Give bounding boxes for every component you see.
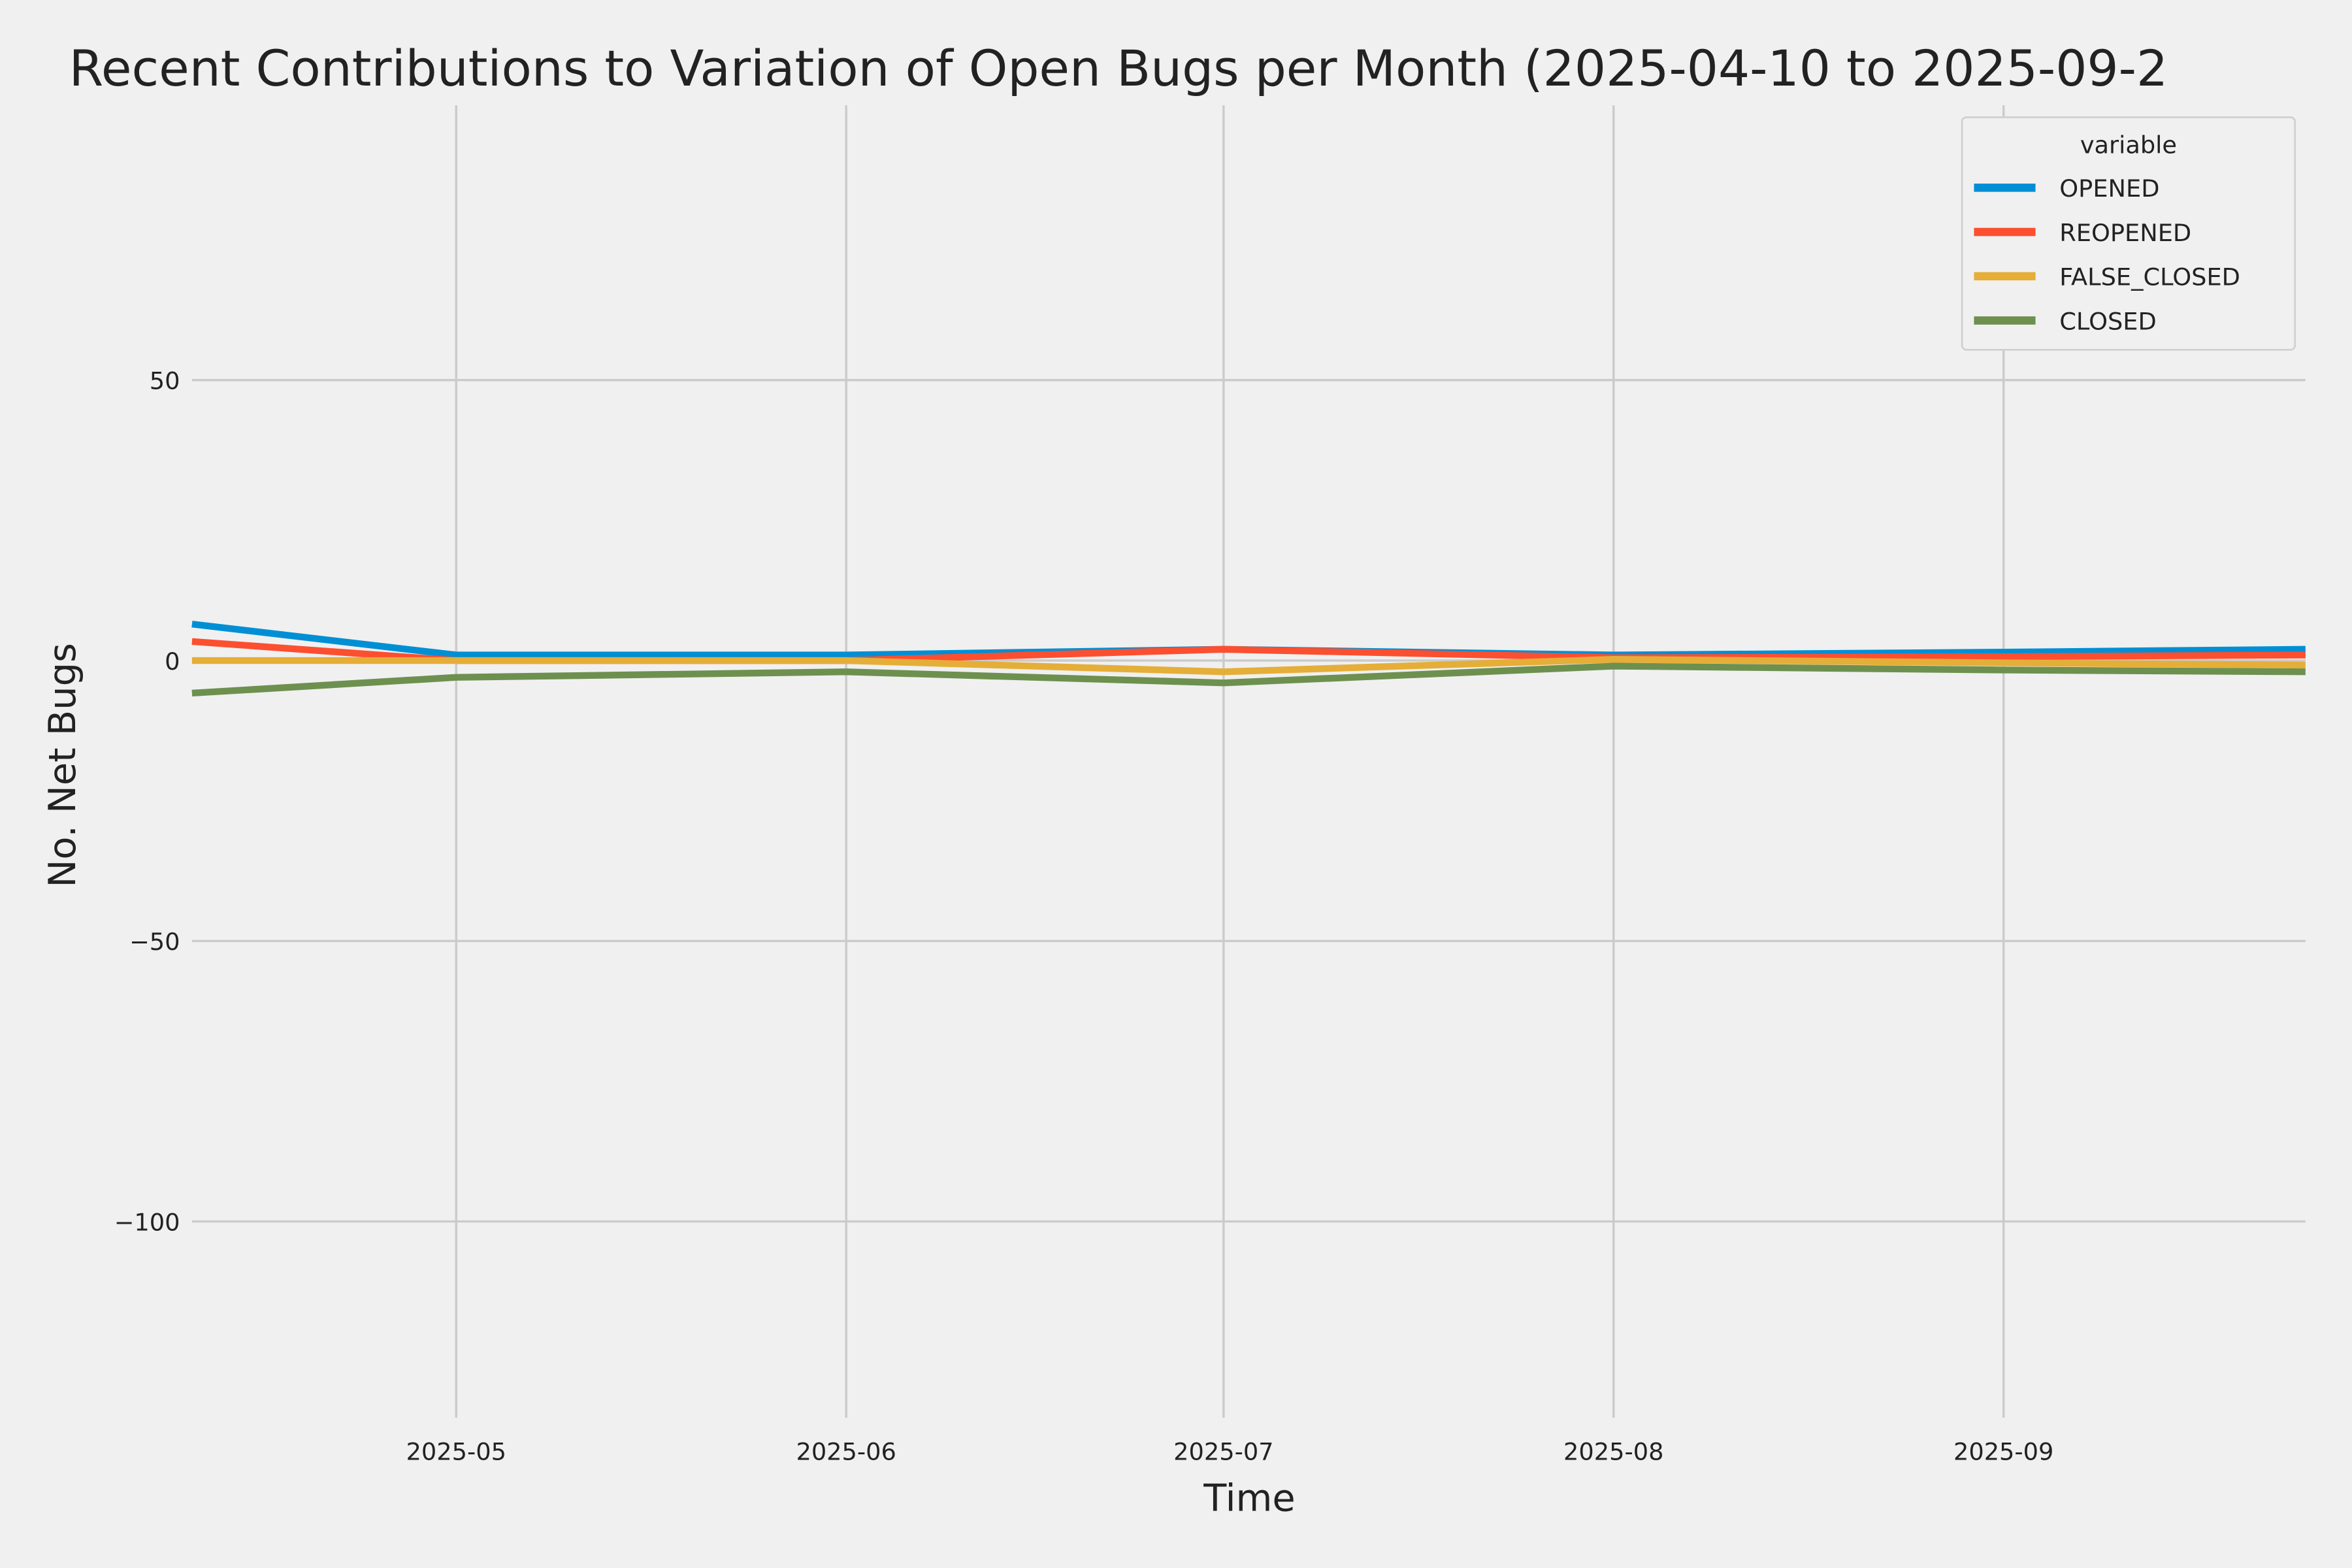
y-tick-label: −50 xyxy=(129,928,180,956)
x-tick-label: 2025-09 xyxy=(1953,1437,2053,1465)
series-line-false-closed xyxy=(191,656,2306,676)
legend-label: OPENED xyxy=(2059,174,2159,203)
series-line-closed xyxy=(191,662,2306,697)
legend-box xyxy=(1961,116,2296,351)
y-tick-label: 50 xyxy=(150,367,180,395)
chart-title: Recent Contributions to Variation of Ope… xyxy=(69,40,2168,97)
y-tick-label: 0 xyxy=(165,647,180,676)
y-axis-label: No. Net Bugs xyxy=(41,643,84,887)
series-lines xyxy=(191,621,2306,697)
x-tick-label: 2025-08 xyxy=(1563,1437,1663,1465)
x-tick-label: 2025-07 xyxy=(1173,1437,1273,1465)
x-tick-label: 2025-06 xyxy=(796,1437,896,1465)
legend-label: FALSE_CLOSED xyxy=(2059,263,2240,291)
legend-title: variable xyxy=(2080,131,2177,159)
y-tick-label: −100 xyxy=(114,1208,180,1236)
legend: variable OPENED REOPENED FALSE_CLOSED CLOSE… xyxy=(1961,116,2296,351)
x-tick-label: 2025-05 xyxy=(406,1437,506,1465)
y-tick-labels: 50 0 −50 −100 xyxy=(114,367,180,1237)
x-axis-label: Time xyxy=(1203,1476,1295,1520)
legend-label: REOPENED xyxy=(2059,219,2191,247)
x-tick-labels: 2025-05 2025-06 2025-07 2025-08 2025-09 xyxy=(406,1437,2054,1465)
legend-label: CLOSED xyxy=(2059,307,2156,335)
